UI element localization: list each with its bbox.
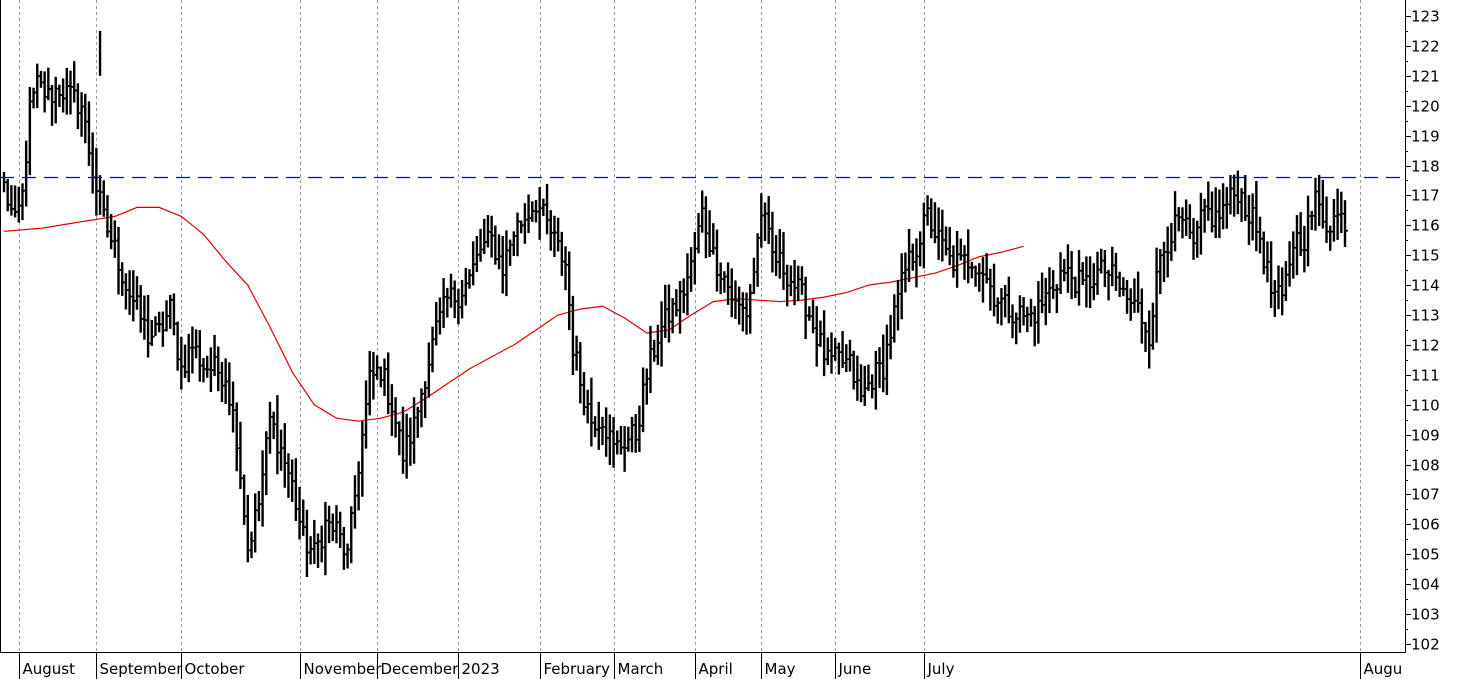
y-tick-label: 103 bbox=[1411, 606, 1440, 624]
price-bars-layer bbox=[2, 30, 1348, 577]
moving-average-line bbox=[3, 206, 1024, 422]
y-tick-label: 122 bbox=[1411, 38, 1440, 56]
y-tick-label: 102 bbox=[1411, 636, 1440, 654]
x-tick-label: July bbox=[927, 660, 955, 678]
y-tick-label: 118 bbox=[1411, 158, 1440, 176]
x-tick-label: May bbox=[765, 660, 796, 678]
x-tick-label: October bbox=[185, 660, 246, 678]
y-tick-label: 121 bbox=[1411, 68, 1440, 86]
x-tick-label: November bbox=[304, 660, 383, 678]
y-tick-label: 120 bbox=[1411, 98, 1440, 116]
y-tick-label: 116 bbox=[1411, 217, 1440, 235]
price-bar bbox=[1343, 200, 1348, 248]
y-tick-label: 107 bbox=[1411, 486, 1440, 504]
price-bar bbox=[516, 212, 521, 257]
moving-average-layer bbox=[3, 206, 1024, 422]
x-tick-label: August bbox=[23, 660, 76, 678]
y-tick-label: 113 bbox=[1411, 307, 1440, 325]
price-bar bbox=[150, 319, 155, 346]
y-tick-label: 108 bbox=[1411, 457, 1440, 475]
y-tick-label: 117 bbox=[1411, 187, 1440, 205]
y-tick-label: 110 bbox=[1411, 397, 1440, 415]
x-tick-label: April bbox=[699, 660, 733, 678]
x-tick-label: Augu bbox=[1364, 660, 1403, 678]
y-tick-label: 105 bbox=[1411, 546, 1440, 564]
grid-lines bbox=[19, 0, 1361, 652]
y-tick-label: 114 bbox=[1411, 277, 1440, 295]
y-tick-label: 123 bbox=[1411, 8, 1440, 26]
y-tick-label: 111 bbox=[1411, 367, 1440, 385]
x-tick-label: February bbox=[544, 660, 611, 678]
axes: 102 103 104 105 106 107 108 109 110 111 112 113 114 1… bbox=[0, 0, 1440, 679]
y-tick-label: 115 bbox=[1411, 247, 1440, 265]
price-bar bbox=[1306, 195, 1312, 267]
x-tick-label: June bbox=[838, 660, 872, 678]
y-tick-label: 104 bbox=[1411, 576, 1440, 594]
x-tick-label: September bbox=[100, 660, 184, 678]
x-tick-label: December bbox=[381, 660, 460, 678]
y-tick-label: 109 bbox=[1411, 427, 1440, 445]
y-tick-label: 106 bbox=[1411, 516, 1440, 534]
x-tick-label: 2023 bbox=[462, 660, 500, 678]
x-tick-label: March bbox=[618, 660, 664, 678]
y-tick-label: 119 bbox=[1411, 128, 1440, 146]
y-tick-label: 112 bbox=[1411, 337, 1440, 355]
